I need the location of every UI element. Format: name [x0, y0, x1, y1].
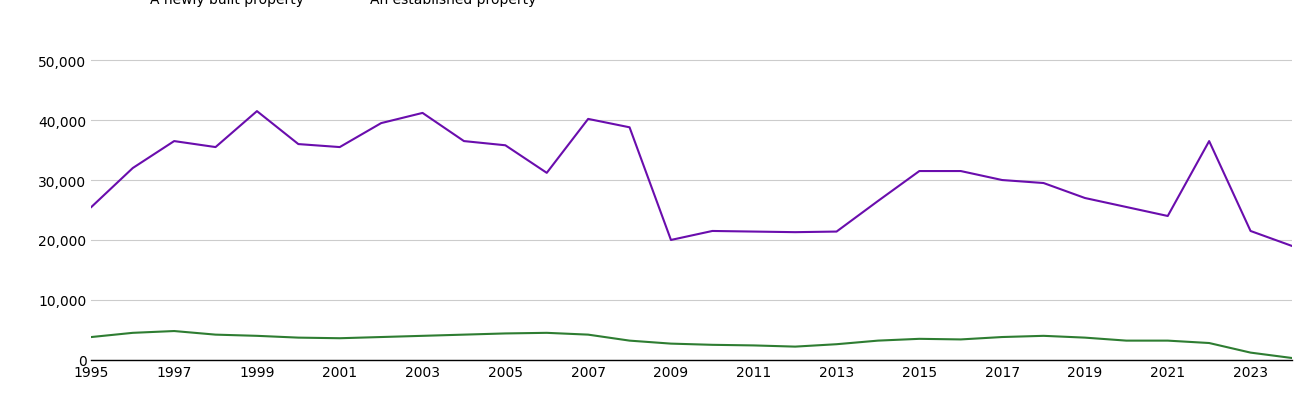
A newly built property — [1160, 338, 1176, 343]
An established property — [539, 171, 555, 176]
A newly built property — [1284, 356, 1300, 361]
A newly built property — [497, 331, 513, 336]
Line: A newly built property: A newly built property — [91, 331, 1292, 358]
A newly built property — [787, 344, 803, 349]
An established property — [829, 229, 844, 234]
Legend: A newly built property, An established property: A newly built property, An established p… — [98, 0, 543, 13]
A newly built property — [166, 329, 181, 334]
An established property — [953, 169, 968, 174]
A newly built property — [621, 338, 637, 343]
A newly built property — [373, 335, 389, 339]
An established property — [994, 178, 1010, 183]
An established property — [1036, 181, 1052, 186]
An established property — [581, 117, 596, 122]
A newly built property — [705, 342, 720, 347]
An established property — [249, 109, 265, 114]
An established property — [911, 169, 927, 174]
A newly built property — [415, 334, 431, 339]
An established property — [331, 145, 347, 150]
An established property — [746, 229, 762, 234]
An established property — [457, 139, 472, 144]
An established property — [1077, 196, 1092, 201]
A newly built property — [539, 330, 555, 335]
A newly built property — [1036, 334, 1052, 339]
An established property — [1202, 139, 1218, 144]
A newly built property — [870, 338, 886, 343]
An established property — [373, 121, 389, 126]
An established property — [1118, 205, 1134, 210]
An established property — [870, 199, 886, 204]
A newly built property — [581, 333, 596, 337]
An established property — [1284, 244, 1300, 249]
A newly built property — [911, 337, 927, 342]
A newly built property — [125, 330, 141, 335]
A newly built property — [207, 333, 223, 337]
An established property — [787, 230, 803, 235]
An established property — [1160, 214, 1176, 219]
A newly built property — [1077, 335, 1092, 340]
An established property — [166, 139, 181, 144]
Line: An established property: An established property — [91, 112, 1292, 246]
An established property — [125, 166, 141, 171]
An established property — [291, 142, 307, 147]
A newly built property — [1202, 341, 1218, 346]
An established property — [84, 205, 99, 210]
A newly built property — [84, 335, 99, 339]
A newly built property — [746, 343, 762, 348]
An established property — [207, 145, 223, 150]
A newly built property — [1242, 350, 1258, 355]
A newly built property — [291, 335, 307, 340]
A newly built property — [994, 335, 1010, 339]
A newly built property — [249, 334, 265, 339]
A newly built property — [953, 337, 968, 342]
An established property — [1242, 229, 1258, 234]
A newly built property — [1118, 338, 1134, 343]
An established property — [621, 126, 637, 130]
An established property — [705, 229, 720, 234]
An established property — [415, 111, 431, 116]
A newly built property — [457, 333, 472, 337]
A newly built property — [829, 342, 844, 347]
An established property — [663, 238, 679, 243]
A newly built property — [331, 336, 347, 341]
An established property — [497, 144, 513, 148]
A newly built property — [663, 342, 679, 346]
